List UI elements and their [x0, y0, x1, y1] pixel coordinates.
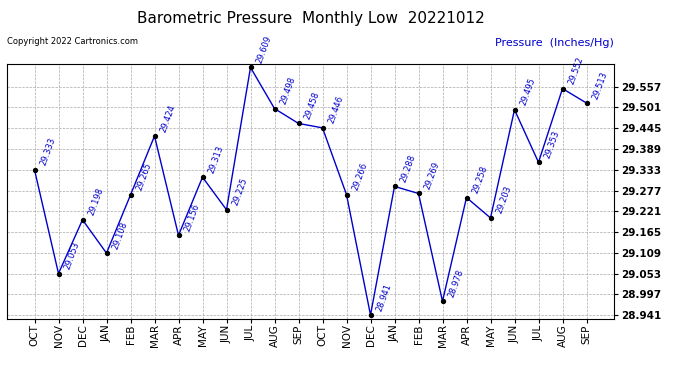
Text: 28.941: 28.941 — [375, 282, 393, 312]
Point — [581, 100, 592, 106]
Point — [173, 232, 184, 238]
Text: 29.108: 29.108 — [110, 220, 129, 251]
Text: 29.498: 29.498 — [279, 75, 297, 106]
Point — [77, 217, 88, 223]
Text: 29.203: 29.203 — [495, 185, 513, 215]
Point — [317, 125, 328, 131]
Point — [437, 298, 448, 304]
Text: 28.978: 28.978 — [446, 268, 465, 298]
Text: 29.495: 29.495 — [519, 77, 537, 107]
Point — [485, 215, 496, 221]
Text: 29.288: 29.288 — [399, 153, 417, 184]
Text: 29.198: 29.198 — [87, 187, 105, 217]
Text: 29.053: 29.053 — [63, 240, 81, 271]
Point — [389, 183, 400, 189]
Point — [509, 107, 520, 113]
Point — [533, 159, 544, 165]
Point — [101, 250, 112, 256]
Text: 29.265: 29.265 — [135, 162, 153, 192]
Text: 29.258: 29.258 — [471, 165, 489, 195]
Point — [53, 270, 64, 276]
Point — [197, 174, 208, 180]
Text: Copyright 2022 Cartronics.com: Copyright 2022 Cartronics.com — [7, 38, 138, 46]
Point — [365, 312, 376, 318]
Point — [221, 207, 232, 213]
Text: 29.156: 29.156 — [183, 202, 201, 232]
Text: Barometric Pressure  Monthly Low  20221012: Barometric Pressure Monthly Low 20221012 — [137, 11, 484, 26]
Text: 29.424: 29.424 — [159, 103, 177, 133]
Text: 29.333: 29.333 — [39, 136, 57, 167]
Point — [557, 86, 568, 92]
Text: 29.225: 29.225 — [230, 177, 249, 207]
Point — [149, 133, 160, 139]
Text: Pressure  (Inches/Hg): Pressure (Inches/Hg) — [495, 38, 614, 48]
Text: 29.269: 29.269 — [423, 160, 441, 191]
Point — [269, 106, 280, 112]
Point — [125, 192, 136, 198]
Text: 29.458: 29.458 — [303, 90, 321, 121]
Text: 29.266: 29.266 — [351, 161, 369, 192]
Text: 29.313: 29.313 — [207, 144, 225, 174]
Point — [461, 195, 472, 201]
Point — [245, 64, 256, 70]
Point — [413, 190, 424, 196]
Text: 29.552: 29.552 — [566, 56, 585, 86]
Text: 29.513: 29.513 — [591, 70, 609, 100]
Text: 29.353: 29.353 — [542, 129, 561, 159]
Point — [293, 120, 304, 126]
Text: 29.446: 29.446 — [326, 95, 345, 125]
Text: 29.609: 29.609 — [255, 34, 273, 64]
Point — [29, 167, 40, 173]
Point — [341, 192, 352, 198]
